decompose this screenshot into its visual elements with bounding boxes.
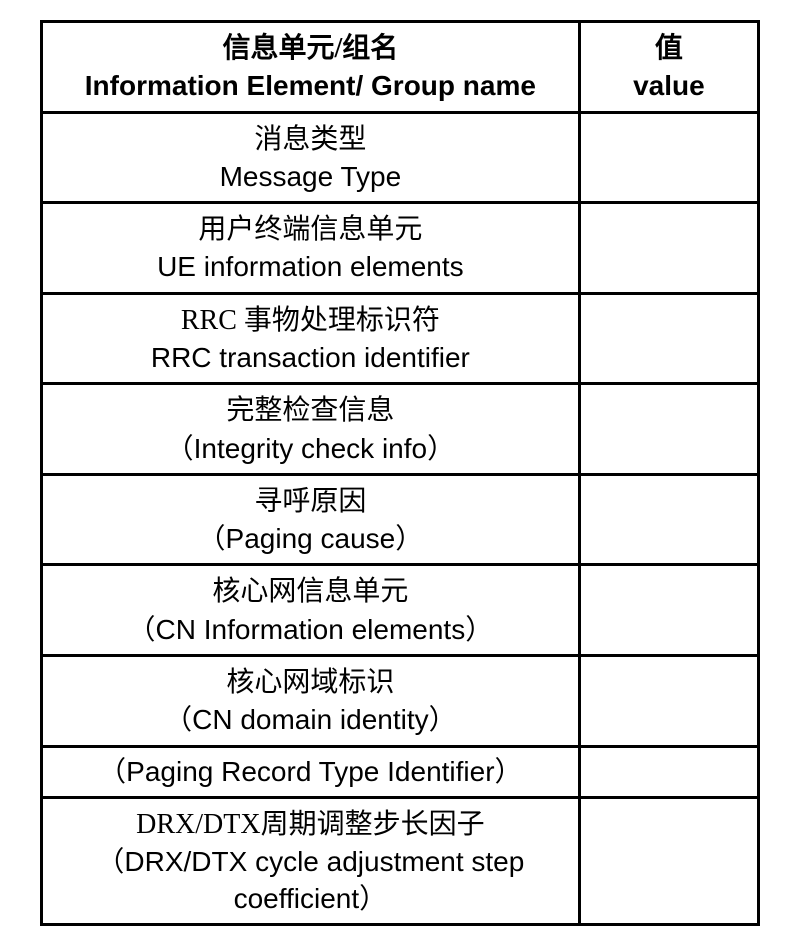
row-value-cell (579, 798, 758, 925)
row-cn: DRX/DTX周期调整步长因子 (51, 805, 570, 844)
row-name-cell: 消息类型 Message Type (42, 112, 580, 203)
row-name-cell: （Paging Record Type Identifier） (42, 746, 580, 797)
row-value-cell (579, 656, 758, 747)
header-value-cn: 值 (589, 29, 749, 68)
info-element-table: 信息单元/组名 Information Element/ Group name … (40, 20, 760, 926)
row-value-cell (579, 474, 758, 565)
row-en: （CN domain identity） (51, 702, 570, 738)
row-value-cell (579, 112, 758, 203)
header-name-cn: 信息单元/组名 (51, 29, 570, 68)
row-value-cell (579, 746, 758, 797)
table-row: 寻呼原因 （Paging cause） (42, 474, 759, 565)
row-name-cell: 用户终端信息单元 UE information elements (42, 203, 580, 294)
row-en: UE information elements (51, 249, 570, 285)
table-body: 消息类型 Message Type 用户终端信息单元 UE informatio… (42, 112, 759, 924)
row-value-cell (579, 384, 758, 475)
row-en: （CN Information elements） (51, 612, 570, 648)
row-name-cell: 核心网域标识 （CN domain identity） (42, 656, 580, 747)
row-en: （DRX/DTX cycle adjustment step coefficie… (51, 844, 570, 917)
header-value-en: value (589, 68, 749, 104)
header-name-en: Information Element/ Group name (51, 68, 570, 104)
row-en: RRC transaction identifier (51, 340, 570, 376)
row-en: （Integrity check info） (51, 431, 570, 467)
row-name-cell: 核心网信息单元 （CN Information elements） (42, 565, 580, 656)
table-row: DRX/DTX周期调整步长因子 （DRX/DTX cycle adjustmen… (42, 798, 759, 925)
row-en: （Paging Record Type Identifier） (51, 754, 570, 790)
row-name-cell: 寻呼原因 （Paging cause） (42, 474, 580, 565)
header-value-cell: 值 value (579, 22, 758, 113)
row-cn: RRC 事物处理标识符 (51, 301, 570, 340)
header-name-cell: 信息单元/组名 Information Element/ Group name (42, 22, 580, 113)
row-cn: 消息类型 (51, 120, 570, 159)
row-name-cell: DRX/DTX周期调整步长因子 （DRX/DTX cycle adjustmen… (42, 798, 580, 925)
row-name-cell: 完整检查信息 （Integrity check info） (42, 384, 580, 475)
table-row: 完整检查信息 （Integrity check info） (42, 384, 759, 475)
table-header-row: 信息单元/组名 Information Element/ Group name … (42, 22, 759, 113)
row-cn: 寻呼原因 (51, 482, 570, 521)
table-row: 核心网信息单元 （CN Information elements） (42, 565, 759, 656)
table-row: 用户终端信息单元 UE information elements (42, 203, 759, 294)
row-en: Message Type (51, 159, 570, 195)
table-row: 消息类型 Message Type (42, 112, 759, 203)
row-cn: 核心网信息单元 (51, 572, 570, 611)
row-value-cell (579, 203, 758, 294)
row-en: （Paging cause） (51, 521, 570, 557)
row-value-cell (579, 565, 758, 656)
table-row: （Paging Record Type Identifier） (42, 746, 759, 797)
row-cn: 核心网域标识 (51, 663, 570, 702)
row-value-cell (579, 293, 758, 384)
table-row: RRC 事物处理标识符 RRC transaction identifier (42, 293, 759, 384)
row-cn: 用户终端信息单元 (51, 210, 570, 249)
row-cn: 完整检查信息 (51, 391, 570, 430)
table-row: 核心网域标识 （CN domain identity） (42, 656, 759, 747)
row-name-cell: RRC 事物处理标识符 RRC transaction identifier (42, 293, 580, 384)
